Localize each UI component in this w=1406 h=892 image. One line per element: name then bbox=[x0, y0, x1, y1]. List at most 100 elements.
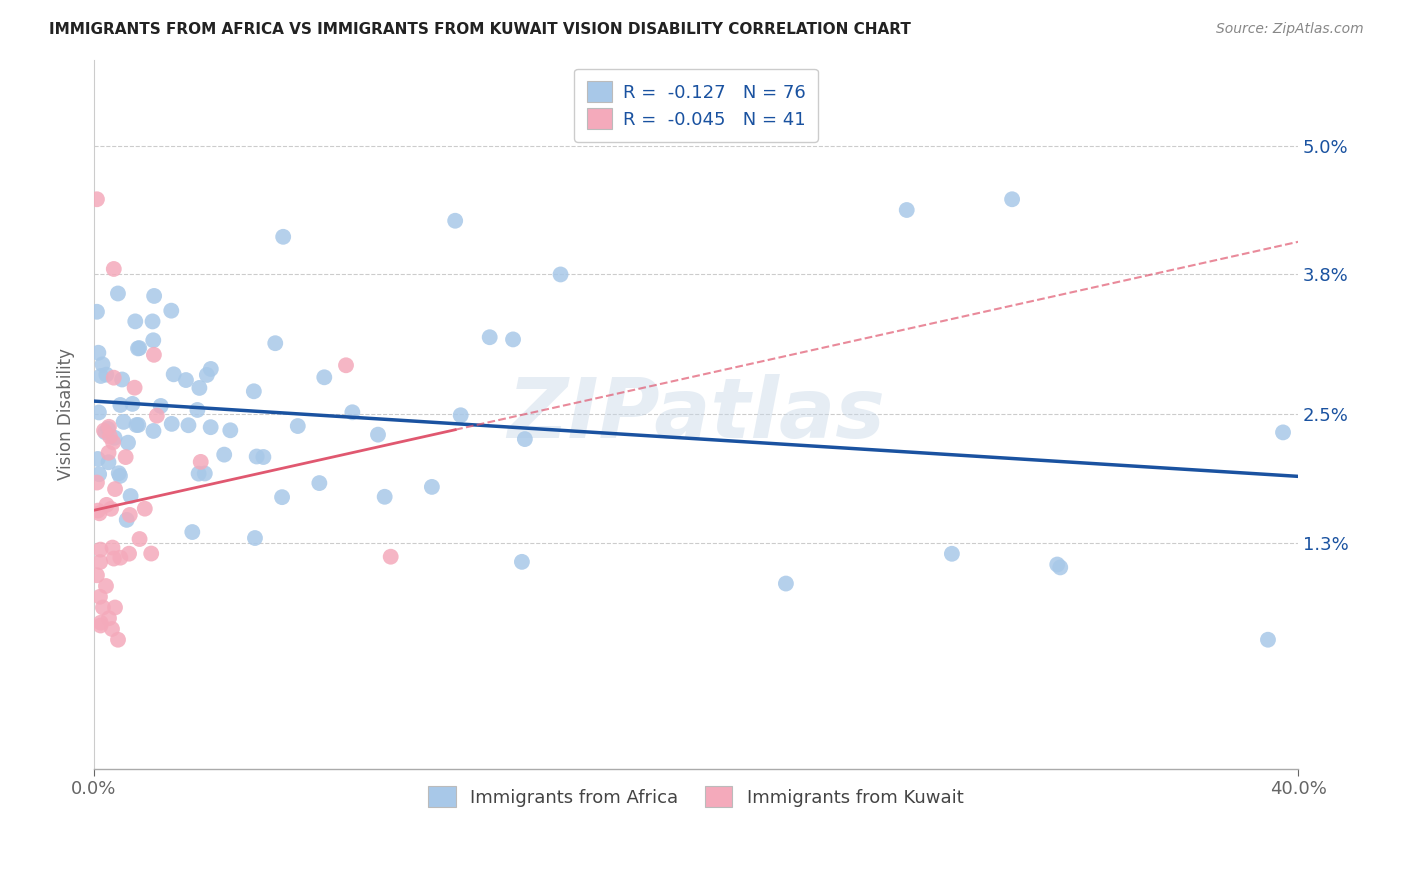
Point bbox=[107, 632, 129, 647]
Point bbox=[110, 398, 132, 412]
Point bbox=[89, 590, 111, 604]
Point bbox=[502, 333, 524, 347]
Point bbox=[124, 314, 146, 328]
Point bbox=[219, 423, 242, 437]
Point bbox=[89, 506, 111, 520]
Point bbox=[90, 615, 112, 630]
Point bbox=[87, 452, 110, 467]
Point bbox=[200, 362, 222, 376]
Point bbox=[335, 359, 357, 373]
Point bbox=[160, 417, 183, 431]
Point bbox=[146, 409, 169, 423]
Point bbox=[163, 368, 186, 382]
Point bbox=[510, 555, 533, 569]
Point bbox=[141, 547, 163, 561]
Text: Source: ZipAtlas.com: Source: ZipAtlas.com bbox=[1216, 22, 1364, 37]
Point bbox=[444, 213, 467, 227]
Point bbox=[104, 482, 127, 496]
Point bbox=[87, 345, 110, 359]
Point bbox=[117, 435, 139, 450]
Point bbox=[775, 576, 797, 591]
Point bbox=[896, 202, 918, 217]
Point bbox=[91, 357, 114, 371]
Point bbox=[107, 467, 129, 481]
Point bbox=[941, 547, 963, 561]
Point bbox=[125, 418, 148, 433]
Point bbox=[112, 415, 135, 429]
Point bbox=[190, 455, 212, 469]
Point bbox=[380, 549, 402, 564]
Point bbox=[118, 508, 141, 522]
Point bbox=[103, 551, 125, 566]
Point bbox=[87, 503, 110, 517]
Text: ZIPatlas: ZIPatlas bbox=[508, 374, 884, 455]
Point bbox=[186, 403, 208, 417]
Point bbox=[86, 568, 108, 582]
Point bbox=[89, 555, 111, 569]
Point bbox=[342, 405, 364, 419]
Point bbox=[200, 420, 222, 434]
Point bbox=[96, 498, 118, 512]
Point bbox=[86, 475, 108, 490]
Point bbox=[141, 314, 163, 328]
Point bbox=[149, 399, 172, 413]
Point bbox=[160, 303, 183, 318]
Point bbox=[420, 480, 443, 494]
Point bbox=[128, 532, 150, 546]
Point bbox=[246, 450, 269, 464]
Point bbox=[94, 425, 117, 440]
Point bbox=[97, 455, 120, 469]
Point bbox=[134, 501, 156, 516]
Point bbox=[90, 618, 112, 632]
Point bbox=[243, 384, 266, 399]
Point bbox=[174, 373, 197, 387]
Point bbox=[1046, 558, 1069, 572]
Point bbox=[252, 450, 274, 464]
Point bbox=[103, 262, 125, 277]
Point bbox=[86, 305, 108, 319]
Point bbox=[513, 432, 536, 446]
Point bbox=[143, 289, 166, 303]
Point bbox=[104, 600, 127, 615]
Point bbox=[101, 622, 124, 636]
Point bbox=[271, 490, 294, 504]
Point bbox=[107, 286, 129, 301]
Point bbox=[89, 467, 111, 482]
Point bbox=[118, 547, 141, 561]
Point bbox=[121, 397, 143, 411]
Point bbox=[1049, 560, 1071, 574]
Point bbox=[96, 368, 118, 382]
Point bbox=[450, 409, 472, 423]
Point bbox=[194, 467, 217, 481]
Point bbox=[308, 476, 330, 491]
Point bbox=[98, 429, 121, 443]
Point bbox=[287, 419, 309, 434]
Point bbox=[98, 611, 121, 625]
Point bbox=[90, 368, 112, 383]
Point bbox=[188, 381, 211, 395]
Point bbox=[100, 501, 122, 516]
Point bbox=[97, 446, 120, 460]
Point bbox=[115, 513, 138, 527]
Point bbox=[142, 424, 165, 438]
Point bbox=[127, 342, 149, 356]
Point bbox=[94, 579, 117, 593]
Point bbox=[86, 192, 108, 206]
Text: IMMIGRANTS FROM AFRICA VS IMMIGRANTS FROM KUWAIT VISION DISABILITY CORRELATION C: IMMIGRANTS FROM AFRICA VS IMMIGRANTS FRO… bbox=[49, 22, 911, 37]
Point bbox=[108, 469, 131, 483]
Point bbox=[243, 531, 266, 545]
Point bbox=[111, 372, 134, 386]
Point bbox=[128, 341, 150, 355]
Point bbox=[314, 370, 336, 384]
Point bbox=[187, 467, 209, 481]
Point bbox=[101, 435, 124, 450]
Point bbox=[87, 405, 110, 419]
Point bbox=[1001, 192, 1024, 206]
Point bbox=[195, 368, 218, 382]
Point bbox=[104, 431, 127, 445]
Y-axis label: Vision Disability: Vision Disability bbox=[58, 348, 75, 480]
Point bbox=[97, 419, 120, 434]
Point bbox=[271, 229, 294, 244]
Point bbox=[124, 381, 146, 395]
Point bbox=[478, 330, 501, 344]
